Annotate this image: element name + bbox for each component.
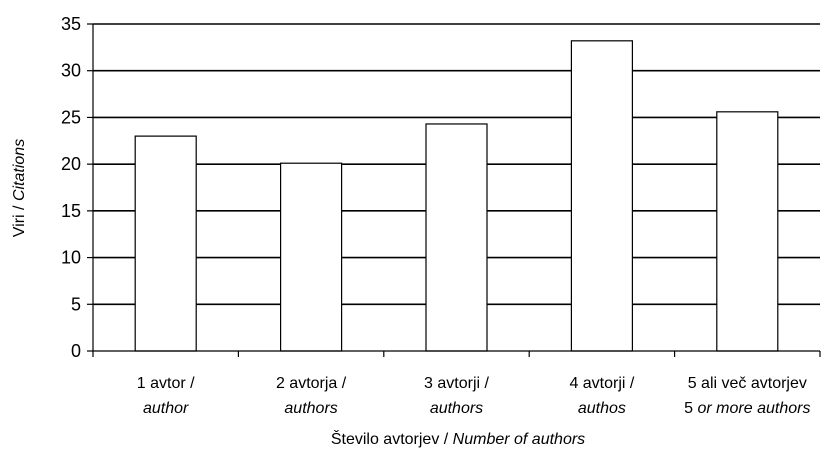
- x-category-label-line1: 1 avtor /: [137, 375, 195, 392]
- bar: [425, 123, 488, 352]
- x-category-label-line1: 5 ali več avtorjev: [688, 375, 807, 392]
- x-category-label-line2: author: [143, 400, 189, 417]
- y-tick-label: 5: [71, 294, 81, 314]
- y-tick-label: 30: [61, 61, 81, 81]
- y-tick-label: 0: [71, 341, 81, 361]
- y-tick-label: 35: [61, 14, 81, 34]
- x-category-label-line1: 2 avtorja /: [276, 375, 347, 392]
- x-category-labels: 1 avtor / author 2 avtorja / authors 3 avtor…: [137, 375, 811, 417]
- axes: [87, 23, 821, 357]
- x-category-label-line1: 4 avtorji /: [569, 375, 634, 392]
- y-tick-label: 10: [61, 248, 81, 268]
- y-tick-label: 20: [61, 154, 81, 174]
- y-axis-title: Viri / Citations: [11, 139, 28, 237]
- bar: [570, 40, 634, 352]
- bars: [134, 40, 779, 352]
- bar: [280, 162, 343, 352]
- x-category-label-line2: 5 or more authors: [684, 400, 810, 417]
- x-category-label-line2: authors: [430, 400, 483, 417]
- y-tick-label: 15: [61, 201, 81, 221]
- x-category-label-line1: 3 avtorji /: [424, 375, 489, 392]
- x-category-label-line2: authors: [284, 400, 337, 417]
- x-axis-title: Število avtorjev / Number of authors: [331, 429, 585, 448]
- y-tick-label: 25: [61, 107, 81, 127]
- bar: [716, 111, 779, 352]
- bar: [134, 135, 197, 352]
- x-category-label-line2: authos: [578, 400, 626, 417]
- y-tick-labels: 0 5 10 15 20 25 30 35: [61, 14, 81, 361]
